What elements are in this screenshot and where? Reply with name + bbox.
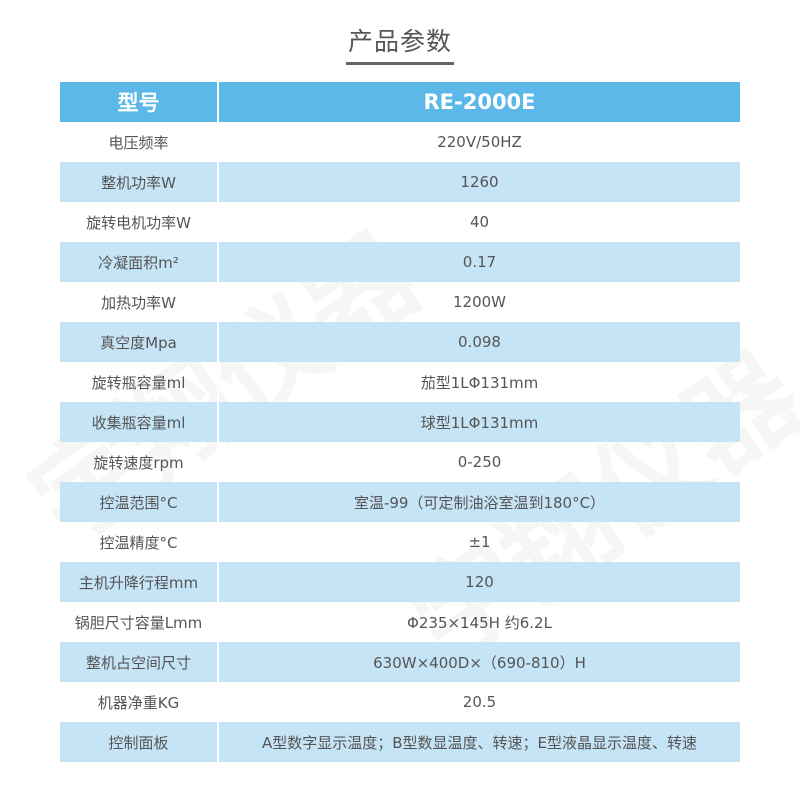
spec-table: 型号 RE-2000E 电压频率 220V/50HZ 整机功率W 1260 旋转电机功率… <box>60 82 740 762</box>
spec-value: 1260 <box>217 162 740 202</box>
table-row: 主机升降行程mm 120 <box>60 562 740 602</box>
table-row: 锅胆尺寸容量Lmm Φ235×145H 约6.2L <box>60 602 740 642</box>
spec-label: 冷凝面积m² <box>60 242 218 282</box>
table-row: 机器净重KG 20.5 <box>60 682 740 722</box>
spec-label: 加热功率W <box>101 293 176 312</box>
spec-value: 0.17 <box>217 242 740 282</box>
table-row: 电压频率 220V/50HZ <box>60 122 740 162</box>
table-header: 型号 RE-2000E <box>60 82 740 122</box>
spec-value: 20.5 <box>217 682 740 722</box>
table-row: 整机功率W 1260 <box>60 162 740 202</box>
spec-value: 室温-99（可定制油浴室温到180°C） <box>217 482 740 522</box>
table-row: 旋转速度rpm 0-250 <box>60 442 740 482</box>
table-row: 控温范围°C 室温-99（可定制油浴室温到180°C） <box>60 482 740 522</box>
spec-label: 电压频率 <box>108 133 169 152</box>
spec-value: 220V/50HZ <box>217 122 740 162</box>
spec-label: 真空度Mpa <box>60 322 218 362</box>
table-row: 整机占空间尺寸 630W×400D×（690-810）H <box>60 642 740 682</box>
spec-value: 茄型1LΦ131mm <box>217 362 740 402</box>
spec-value: 630W×400D×（690-810）H <box>217 642 740 682</box>
page-title: 产品参数 <box>0 22 800 65</box>
table-row: 收集瓶容量ml 球型1LΦ131mm <box>60 402 740 442</box>
spec-value: 0-250 <box>217 442 740 482</box>
spec-label: 主机升降行程mm <box>60 562 218 602</box>
table-row: 控温精度°C ±1 <box>60 522 740 562</box>
spec-label: 控制面板 <box>60 722 218 762</box>
table-row: 真空度Mpa 0.098 <box>60 322 740 362</box>
table-row: 加热功率W 1200W <box>60 282 740 322</box>
spec-label: 整机功率W <box>60 162 218 202</box>
table-row: 冷凝面积m² 0.17 <box>60 242 740 282</box>
spec-label: 机器净重KG <box>97 693 180 712</box>
spec-label: 锅胆尺寸容量Lmm <box>74 613 203 632</box>
spec-value: 1200W <box>217 282 740 322</box>
spec-label: 旋转瓶容量ml <box>91 373 186 392</box>
spec-label: 控温精度°C <box>99 533 178 552</box>
spec-value: A型数字显示温度；B型数显温度、转速；E型液晶显示温度、转速 <box>217 722 740 762</box>
spec-value: Φ235×145H 约6.2L <box>217 602 740 642</box>
spec-label: 旋转速度rpm <box>93 453 184 472</box>
spec-value: 球型1LΦ131mm <box>217 402 740 442</box>
spec-value: 120 <box>217 562 740 602</box>
spec-value: 40 <box>217 202 740 242</box>
spec-label: 收集瓶容量ml <box>60 402 218 442</box>
spec-label: 控温范围°C <box>60 482 218 522</box>
header-label: 型号 <box>60 82 218 122</box>
header-value: RE-2000E <box>217 82 740 122</box>
spec-value: 0.098 <box>217 322 740 362</box>
spec-label: 旋转电机功率W <box>86 213 191 232</box>
table-row: 旋转瓶容量ml 茄型1LΦ131mm <box>60 362 740 402</box>
table-row: 旋转电机功率W 40 <box>60 202 740 242</box>
spec-value: ±1 <box>217 522 740 562</box>
table-row: 控制面板 A型数字显示温度；B型数显温度、转速；E型液晶显示温度、转速 <box>60 722 740 762</box>
page-title-text: 产品参数 <box>345 22 454 65</box>
spec-label: 整机占空间尺寸 <box>60 642 218 682</box>
